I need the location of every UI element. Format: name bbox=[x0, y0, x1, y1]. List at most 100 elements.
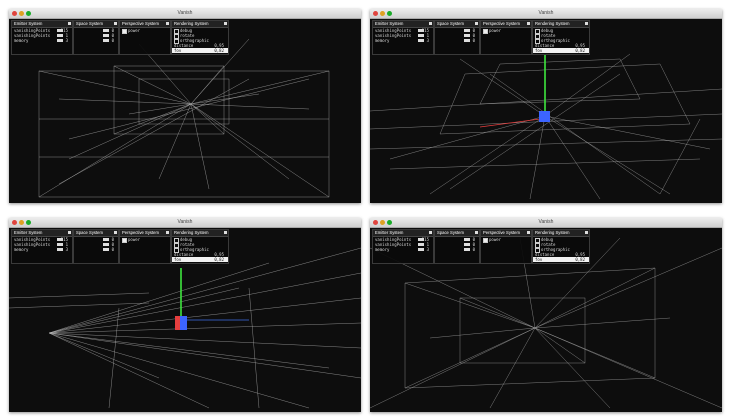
checkbox[interactable] bbox=[535, 38, 540, 44]
panel-row[interactable]: memory 3 bbox=[12, 38, 72, 43]
slider-handle[interactable] bbox=[103, 34, 109, 37]
collapse-icon[interactable] bbox=[166, 231, 169, 234]
slider-handle[interactable] bbox=[103, 238, 109, 241]
panel-row[interactable]: vanishingPoints 315 bbox=[373, 28, 433, 33]
slider-handle[interactable] bbox=[418, 238, 424, 241]
panel-row[interactable]: power bbox=[120, 237, 170, 243]
collapse-icon[interactable] bbox=[114, 231, 117, 234]
panel-row[interactable]: rotate bbox=[172, 242, 228, 248]
slider-handle[interactable] bbox=[464, 39, 470, 42]
panel-row[interactable]: memory 3 bbox=[373, 247, 433, 252]
checkbox[interactable] bbox=[483, 28, 488, 34]
panel-row[interactable]: debug bbox=[172, 28, 228, 34]
panel-row[interactable]: vanishingPoints 1 bbox=[373, 33, 433, 38]
checkbox[interactable] bbox=[174, 38, 179, 44]
collapse-icon[interactable] bbox=[166, 22, 169, 25]
panel-row[interactable]: 0 bbox=[74, 33, 118, 38]
checkbox[interactable] bbox=[174, 237, 179, 243]
close-button[interactable] bbox=[12, 11, 17, 16]
minimize-button[interactable] bbox=[19, 220, 24, 225]
panel-row[interactable]: power bbox=[120, 28, 170, 34]
checkbox[interactable] bbox=[174, 33, 179, 39]
collapse-icon[interactable] bbox=[527, 22, 530, 25]
slider-handle[interactable] bbox=[418, 29, 424, 32]
panel-row[interactable]: 0 bbox=[74, 38, 118, 43]
panel-header[interactable]: Perspective System bbox=[120, 21, 170, 28]
viewport-bottom-right[interactable] bbox=[370, 228, 722, 412]
panel-row[interactable]: 0 bbox=[435, 33, 479, 38]
panel-row[interactable]: distance 0,95 bbox=[172, 43, 228, 48]
panel-row[interactable]: debug bbox=[172, 237, 228, 243]
checkbox[interactable] bbox=[535, 247, 540, 253]
panel-row[interactable]: memory 3 bbox=[373, 38, 433, 43]
slider-handle[interactable] bbox=[418, 248, 424, 251]
panel-header[interactable]: Rendering System bbox=[172, 230, 228, 237]
collapse-icon[interactable] bbox=[527, 231, 530, 234]
panel-row[interactable]: 0 bbox=[435, 247, 479, 252]
slider-handle[interactable] bbox=[418, 243, 424, 246]
panel-header[interactable]: Rendering System bbox=[533, 21, 589, 28]
panel-row[interactable]: vanishingPoints 1 bbox=[12, 33, 72, 38]
zoom-button[interactable] bbox=[26, 11, 31, 16]
slider-handle[interactable] bbox=[464, 29, 470, 32]
panel-row[interactable]: power bbox=[481, 237, 531, 243]
slider-handle[interactable] bbox=[57, 243, 63, 246]
slider-handle[interactable] bbox=[103, 243, 109, 246]
panel-row[interactable]: fov 0,82 bbox=[533, 48, 589, 53]
slider-handle[interactable] bbox=[57, 248, 63, 251]
slider-handle[interactable] bbox=[57, 238, 63, 241]
panel-row[interactable]: rotate bbox=[533, 33, 589, 39]
panel-row[interactable]: vanishingPoints 1 bbox=[373, 242, 433, 247]
checkbox[interactable] bbox=[174, 247, 179, 253]
checkbox[interactable] bbox=[535, 237, 540, 243]
panel-row[interactable]: distance 0,95 bbox=[533, 252, 589, 257]
panel-row[interactable]: fov 0,82 bbox=[533, 257, 589, 262]
panel-row[interactable]: fov 0,82 bbox=[172, 48, 228, 53]
panel-row[interactable]: rotate bbox=[533, 242, 589, 248]
panel-row[interactable]: vanishingPoints 315 bbox=[12, 237, 72, 242]
panel-header[interactable]: Rendering System bbox=[533, 230, 589, 237]
collapse-icon[interactable] bbox=[114, 22, 117, 25]
zoom-button[interactable] bbox=[387, 220, 392, 225]
viewport-bottom-left[interactable] bbox=[9, 228, 361, 412]
slider-handle[interactable] bbox=[103, 29, 109, 32]
origin-cube[interactable] bbox=[539, 111, 550, 122]
panel-row[interactable]: fov 0,82 bbox=[172, 257, 228, 262]
panel-row[interactable]: debug bbox=[533, 237, 589, 243]
panel-row[interactable]: orthographic bbox=[533, 247, 589, 253]
close-button[interactable] bbox=[12, 220, 17, 225]
panel-header[interactable]: Emitter System bbox=[12, 21, 72, 28]
checkbox[interactable] bbox=[535, 242, 540, 248]
panel-row[interactable]: 0 bbox=[74, 247, 118, 252]
slider-handle[interactable] bbox=[103, 248, 109, 251]
panel-row[interactable]: 0 bbox=[435, 242, 479, 247]
panel-row[interactable]: vanishingPoints 315 bbox=[373, 237, 433, 242]
panel-row[interactable]: 0 bbox=[74, 242, 118, 247]
slider-handle[interactable] bbox=[57, 29, 63, 32]
slider-handle[interactable] bbox=[418, 39, 424, 42]
panel-header[interactable]: Perspective System bbox=[481, 230, 531, 237]
panel-row[interactable]: distance 0,95 bbox=[172, 252, 228, 257]
panel-row[interactable]: 0 bbox=[74, 28, 118, 33]
collapse-icon[interactable] bbox=[68, 22, 71, 25]
checkbox[interactable] bbox=[122, 28, 127, 34]
slider-handle[interactable] bbox=[57, 39, 63, 42]
slider-handle[interactable] bbox=[464, 248, 470, 251]
slider-handle[interactable] bbox=[464, 243, 470, 246]
panel-row[interactable]: orthographic bbox=[172, 247, 228, 253]
collapse-icon[interactable] bbox=[224, 22, 227, 25]
panel-header[interactable]: Space System bbox=[435, 21, 479, 28]
checkbox[interactable] bbox=[174, 28, 179, 34]
slider-handle[interactable] bbox=[57, 34, 63, 37]
checkbox[interactable] bbox=[535, 28, 540, 34]
checkbox[interactable] bbox=[483, 237, 488, 243]
slider-handle[interactable] bbox=[418, 34, 424, 37]
panel-row[interactable]: vanishingPoints 1 bbox=[12, 242, 72, 247]
panel-header[interactable]: Space System bbox=[74, 21, 118, 28]
panel-row[interactable]: memory 3 bbox=[12, 247, 72, 252]
collapse-icon[interactable] bbox=[429, 22, 432, 25]
panel-header[interactable]: Perspective System bbox=[481, 21, 531, 28]
viewport-top-left[interactable] bbox=[9, 19, 361, 203]
panel-header[interactable]: Emitter System bbox=[12, 230, 72, 237]
zoom-button[interactable] bbox=[26, 220, 31, 225]
